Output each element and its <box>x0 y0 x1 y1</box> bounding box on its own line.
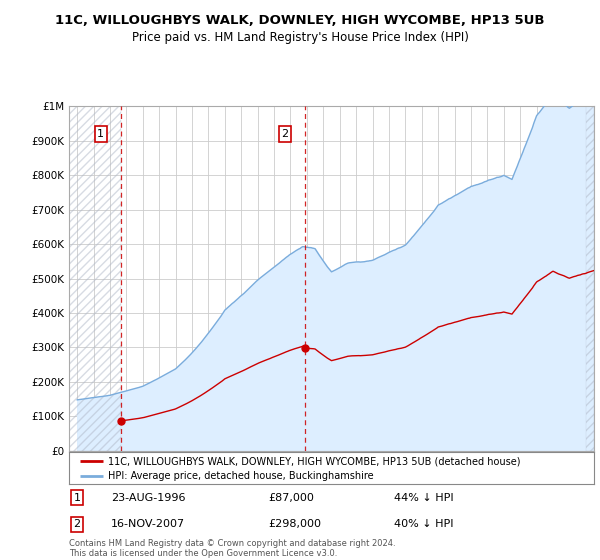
Text: Price paid vs. HM Land Registry's House Price Index (HPI): Price paid vs. HM Land Registry's House … <box>131 31 469 44</box>
Text: £298,000: £298,000 <box>269 519 322 529</box>
Text: 16-NOV-2007: 16-NOV-2007 <box>111 519 185 529</box>
Text: 11C, WILLOUGHBYS WALK, DOWNLEY, HIGH WYCOMBE, HP13 5UB: 11C, WILLOUGHBYS WALK, DOWNLEY, HIGH WYC… <box>55 14 545 27</box>
Text: 11C, WILLOUGHBYS WALK, DOWNLEY, HIGH WYCOMBE, HP13 5UB (detached house): 11C, WILLOUGHBYS WALK, DOWNLEY, HIGH WYC… <box>109 456 521 466</box>
Text: 1: 1 <box>97 129 104 139</box>
Text: £87,000: £87,000 <box>269 493 314 503</box>
Text: 44% ↓ HPI: 44% ↓ HPI <box>395 493 454 503</box>
Text: 23-AUG-1996: 23-AUG-1996 <box>111 493 185 503</box>
Text: HPI: Average price, detached house, Buckinghamshire: HPI: Average price, detached house, Buck… <box>109 472 374 481</box>
Text: Contains HM Land Registry data © Crown copyright and database right 2024.
This d: Contains HM Land Registry data © Crown c… <box>69 539 395 558</box>
Text: 2: 2 <box>73 519 80 529</box>
Text: 1: 1 <box>73 493 80 503</box>
Text: 2: 2 <box>281 129 289 139</box>
Text: 40% ↓ HPI: 40% ↓ HPI <box>395 519 454 529</box>
